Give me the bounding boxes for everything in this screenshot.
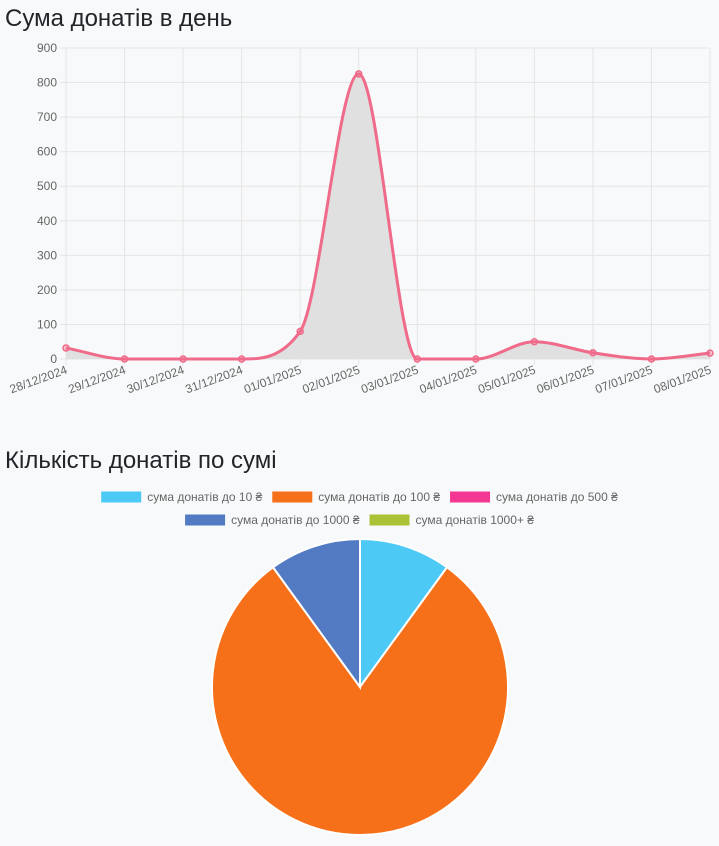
- line-chart-plot: [62, 70, 714, 363]
- legend-label: сума донатів до 1000 ₴: [231, 513, 360, 527]
- line-data-point[interactable]: [354, 70, 363, 78]
- line-data-point[interactable]: [120, 355, 129, 363]
- line-data-point[interactable]: [413, 355, 422, 363]
- line-data-point[interactable]: [589, 349, 597, 357]
- y-tick-label: 300: [37, 248, 57, 262]
- y-tick-label: 200: [37, 283, 57, 297]
- pie-chart-title: Кількість донатів по сумі: [5, 447, 277, 474]
- pie-slice[interactable]: [359, 537, 449, 691]
- legend-swatch: [369, 514, 410, 526]
- line-data-point[interactable]: [62, 344, 70, 352]
- legend-label: сума донатів до 10 ₴: [147, 490, 262, 504]
- legend-item[interactable]: сума донатів до 1000 ₴: [185, 513, 360, 527]
- y-tick-label: 600: [37, 145, 57, 159]
- line-data-point[interactable]: [706, 349, 714, 357]
- line-chart-x-axis: 28/12/202429/12/202430/12/202431/12/2024…: [8, 363, 714, 397]
- y-tick-label: 900: [37, 41, 57, 55]
- y-tick-label: 700: [37, 110, 57, 124]
- x-tick-label: 31/12/2024: [183, 363, 245, 397]
- x-tick-label: 02/01/2025: [301, 363, 363, 397]
- legend-swatch: [185, 514, 226, 526]
- legend-label: сума донатів 1000+ ₴: [416, 513, 535, 527]
- y-tick-label: 500: [37, 179, 57, 193]
- legend-swatch: [450, 491, 491, 503]
- pie-slice[interactable]: [211, 565, 509, 837]
- pie-chart-slices: [211, 537, 509, 837]
- x-tick-label: 06/01/2025: [535, 363, 597, 397]
- line-chart-y-axis: 0 100 200 300 400 500 600 700 800 900: [37, 41, 57, 366]
- line-data-point[interactable]: [296, 327, 304, 336]
- legend-item[interactable]: сума донатів до 10 ₴: [101, 490, 263, 504]
- line-chart-title: Сума донатів в день: [5, 5, 233, 32]
- line-data-point[interactable]: [237, 355, 246, 363]
- line-chart: 0 100 200 300 400 500 600 700 800 900 28/12/20242…: [8, 41, 714, 397]
- x-tick-label: 05/01/2025: [476, 363, 538, 397]
- y-tick-label: 0: [50, 352, 57, 366]
- x-tick-label: 01/01/2025: [242, 363, 304, 397]
- line-series: [65, 72, 711, 361]
- legend-swatch: [272, 491, 313, 503]
- y-tick-label: 400: [37, 214, 57, 228]
- y-tick-label: 800: [37, 76, 57, 90]
- legend-item[interactable]: сума донатів 1000+ ₴: [369, 513, 535, 527]
- legend-item[interactable]: сума донатів до 500 ₴: [450, 490, 618, 504]
- legend-item[interactable]: сума донатів до 100 ₴: [272, 490, 440, 504]
- x-tick-label: 30/12/2024: [125, 363, 187, 397]
- legend-label: сума донатів до 100 ₴: [318, 490, 440, 504]
- line-chart-grid: [60, 47, 711, 365]
- y-tick-label: 100: [37, 317, 57, 331]
- line-data-point[interactable]: [647, 355, 656, 363]
- legend-swatch: [101, 491, 142, 503]
- x-tick-label: 28/12/2024: [8, 363, 70, 397]
- line-data-point[interactable]: [179, 355, 187, 363]
- line-data-point[interactable]: [530, 337, 539, 346]
- x-tick-label: 08/01/2025: [652, 363, 714, 397]
- x-tick-label: 07/01/2025: [593, 363, 655, 397]
- x-tick-label: 03/01/2025: [359, 363, 421, 397]
- legend-label: сума донатів до 500 ₴: [496, 490, 618, 504]
- pie-chart-legend: сума донатів до 10 ₴ сума донатів до 100 …: [101, 490, 618, 527]
- line-data-point[interactable]: [472, 355, 480, 363]
- x-tick-label: 04/01/2025: [418, 363, 480, 397]
- pie-slice[interactable]: [271, 537, 361, 691]
- x-tick-label: 29/12/2024: [66, 363, 128, 397]
